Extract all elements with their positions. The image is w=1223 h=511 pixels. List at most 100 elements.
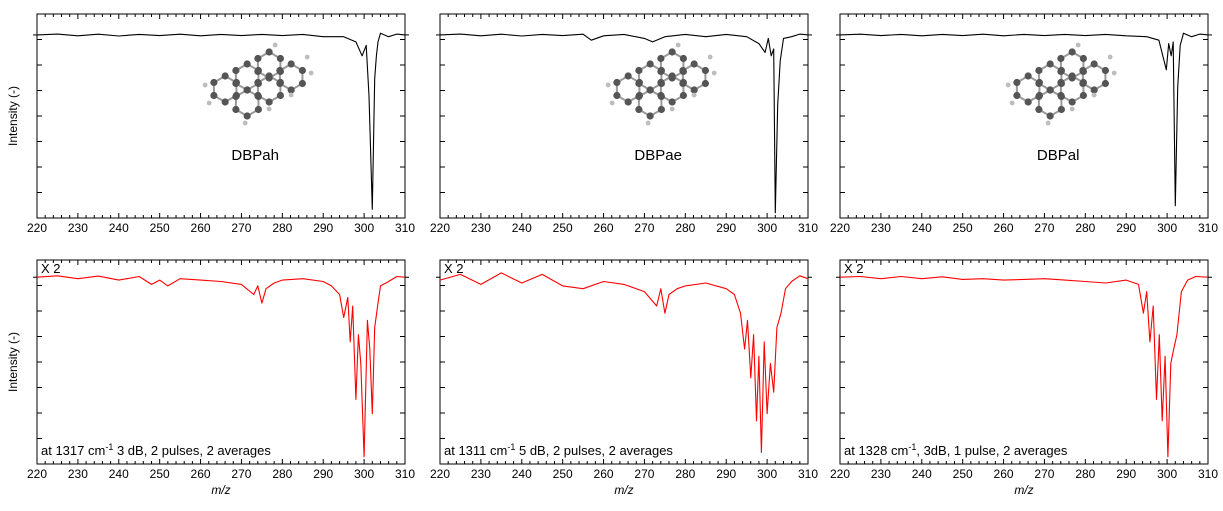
hydrogen-atom [669,106,675,112]
spectrum-line [36,275,406,458]
x-axis-label: m/z [614,483,633,497]
carbon-atom [254,92,263,101]
carbon-atom [254,54,262,63]
annotation-text: at 1317 cm [41,443,105,458]
carbon-atom [657,78,665,87]
carbon-atom [1046,112,1054,120]
x-tick-label: 220 [27,221,47,235]
x-axis-label: m/z [1014,483,1033,497]
x-tick-label: 230 [471,467,491,481]
carbon-atom [265,48,273,56]
carbon-atom [1101,66,1110,75]
carbon-atom [1024,98,1032,106]
carbon-atom [232,79,240,88]
acquisition-annotation: at 1311 cm-1 5 dB, 2 pulses, 2 averages [444,442,673,458]
x-tick-label: 310 [395,467,415,481]
carbon-atom [624,72,632,80]
x-tick-label: 230 [871,467,891,481]
panel-bottom-3: 220 230 240 250 260 270 280 290 300 310 m/z X 2 at 1… [830,259,1218,497]
x-tick-label: 280 [675,467,695,481]
x-tick-label: 300 [1157,221,1177,235]
carbon-atom [243,112,251,120]
x-tick-label: 230 [471,221,491,235]
carbon-atom [613,78,621,87]
x-tick-label: 220 [830,221,850,235]
hydrogen-atom [707,54,713,60]
x-tick-label: 250 [553,221,573,235]
carbon-atom [1101,79,1110,88]
hydrogen-atom [1045,120,1051,126]
carbon-atom [287,60,295,68]
carbon-atom [1079,54,1088,63]
x-tick-label: 260 [594,221,614,235]
scale-factor-label: X 2 [844,261,864,276]
x-tick-label: 290 [716,221,736,235]
annotation-superscript: -1 [507,442,515,452]
scale-factor-label: X 2 [444,261,464,276]
x-tick-label: 270 [231,221,251,235]
x-tick-label: 280 [1075,467,1095,481]
hydrogen-atom [605,82,611,88]
spectrum-line [839,275,1209,458]
plot-frame [439,13,809,219]
hydrogen-atom [266,106,272,112]
carbon-atom [1090,86,1098,94]
x-tick-label: 290 [1116,221,1136,235]
x-tick-label: 290 [313,467,333,481]
x-tick-label: 270 [1034,221,1054,235]
annotation-text: at 1311 cm [444,443,507,458]
hydrogen-atom [711,70,717,76]
spectrum-line [439,33,809,214]
carbon-atom [690,86,698,94]
carbon-atom [287,86,295,94]
carbon-atom [254,67,262,76]
hydrogen-atom [1111,70,1117,76]
hydrogen-atom [272,42,278,48]
x-tick-label: 310 [798,467,818,481]
hydrogen-atom [1075,42,1081,48]
acquisition-annotation: at 1317 cm-1 3 dB, 2 pulses, 2 averages [41,442,271,458]
carbon-atom [1035,92,1043,101]
carbon-atom [221,72,229,80]
x-tick-label: 240 [109,221,129,235]
carbon-atom [1057,92,1066,101]
x-tick-label: 240 [912,221,932,235]
hydrogen-atom [1005,82,1011,88]
spectrum-line [839,32,1209,207]
x-tick-label: 250 [150,221,170,235]
x-tick-label: 310 [798,221,818,235]
x-tick-label: 300 [757,467,777,481]
plot-frame [439,259,809,465]
carbon-atom [1057,67,1065,76]
carbon-atom [1090,60,1098,68]
x-tick-label: 300 [354,467,374,481]
carbon-atom [265,74,273,82]
carbon-atom [1079,67,1088,76]
carbon-atom [1079,79,1087,88]
carbon-atom [679,91,688,100]
carbon-atom [646,86,654,94]
hydrogen-atom [202,82,208,88]
hydrogen-atom [304,54,310,60]
y-axis-label: Intensity (-) [6,332,20,392]
x-tick-label: 270 [634,221,654,235]
hydrogen-atom [1091,92,1097,98]
x-tick-label: 300 [1157,467,1177,481]
molecule-structure [1005,42,1117,126]
y-axis-label: Intensity (-) [6,86,20,146]
molecule-label: DBPal [1037,147,1080,164]
plot-frame [839,259,1209,465]
x-tick-label: 300 [354,221,374,235]
carbon-atom [613,91,621,100]
carbon-atom [635,79,643,88]
carbon-atom [635,92,643,101]
x-tick-label: 310 [1198,221,1218,235]
carbon-atom [243,60,251,68]
carbon-atom [210,91,218,100]
carbon-atom [701,79,710,88]
panel-top-3: 220 230 240 250 260 270 280 290 300 310 DBPal [830,13,1218,235]
carbon-atom [265,98,273,106]
x-tick-label: 270 [634,467,654,481]
carbon-atom [1013,78,1021,87]
